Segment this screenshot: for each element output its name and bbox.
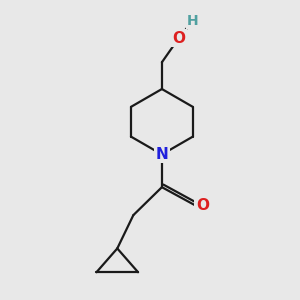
Text: O: O <box>196 197 209 212</box>
Text: N: N <box>155 147 168 162</box>
Text: O: O <box>172 31 185 46</box>
Text: H: H <box>187 14 199 28</box>
